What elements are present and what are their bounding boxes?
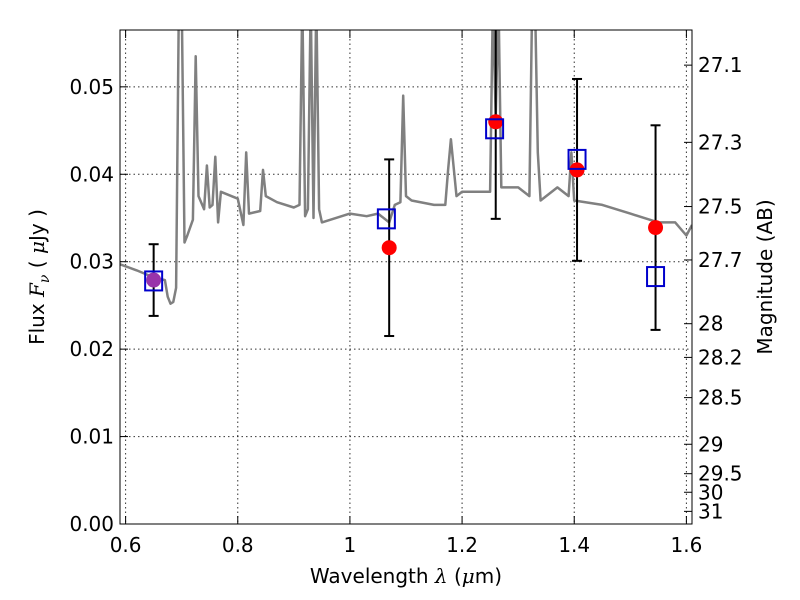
y-label-nu: ν <box>37 274 53 283</box>
y-label-text: Jy ) <box>25 209 49 243</box>
observed-point <box>381 240 397 256</box>
grid <box>120 30 692 524</box>
axis-ticks <box>120 30 692 525</box>
observed-point <box>648 220 664 236</box>
x-tick-label: 1.2 <box>446 533 478 557</box>
x-label-text: ( <box>448 564 462 588</box>
x-tick-label: 1 <box>344 533 357 557</box>
plot-frame <box>119 29 693 525</box>
y2-tick-label: 30 <box>698 480 723 504</box>
y2-tick-label: 27.1 <box>698 53 743 77</box>
y2-tick-label: 28 <box>698 312 723 336</box>
y-label-F: F <box>25 282 49 298</box>
y-tick-label: 0.03 <box>69 250 114 274</box>
y2-tick-label: 31 <box>698 499 723 523</box>
y-label-mu: μ <box>25 241 49 254</box>
y-tick-label: 0.01 <box>69 425 114 449</box>
y-label-text: Flux <box>25 297 49 345</box>
x-axis-label: Wavelength λ (μm) <box>310 564 502 588</box>
y2-tick-label: 27.5 <box>698 195 743 219</box>
y2-tick-label: 29.5 <box>698 462 743 486</box>
axis-tick-labels: 0.6 0.8 1 1.2 1.4 1.6 0.00 0.01 0.02 0.03 0.04 0.05… <box>69 53 742 557</box>
model-photometry-point <box>567 148 587 170</box>
x-label-mu: μ <box>462 564 475 588</box>
y2-tick-label: 27.7 <box>698 248 743 272</box>
model-photometry-point <box>144 270 164 292</box>
x-label-lambda: λ <box>434 564 448 588</box>
x-tick-label: 0.8 <box>222 533 254 557</box>
y2-tick-label: 29 <box>698 432 723 456</box>
x-label-text: m) <box>475 564 502 588</box>
model-spectrum-layer <box>120 30 692 305</box>
x-tick-label: 1.4 <box>558 533 590 557</box>
y-tick-label: 0.00 <box>69 512 114 536</box>
observed-point <box>488 114 504 130</box>
model-spectrum-line <box>120 30 692 305</box>
model-photometry-point <box>485 118 505 140</box>
model-photometry-point <box>646 266 666 288</box>
y2-tick-label: 27.3 <box>698 130 743 154</box>
model-photometry-point <box>376 208 396 230</box>
observed-point <box>146 272 162 288</box>
y-axis-label: Flux Fν ( μJy ) <box>25 209 53 345</box>
y-tick-label: 0.05 <box>69 75 114 99</box>
x-tick-label: 0.6 <box>110 533 142 557</box>
x-label-text: Wavelength <box>310 564 435 588</box>
y2-tick-label: 28.2 <box>698 345 743 369</box>
x-tick-label: 1.6 <box>670 533 702 557</box>
right-y-axis-label: Magnitude (AB) <box>753 199 777 354</box>
y-tick-label: 0.02 <box>69 337 114 361</box>
y2-tick-label: 28.5 <box>698 386 743 410</box>
marker-layer <box>144 114 666 292</box>
y-tick-label: 0.04 <box>69 162 114 186</box>
y-label-text: ( <box>25 254 49 275</box>
